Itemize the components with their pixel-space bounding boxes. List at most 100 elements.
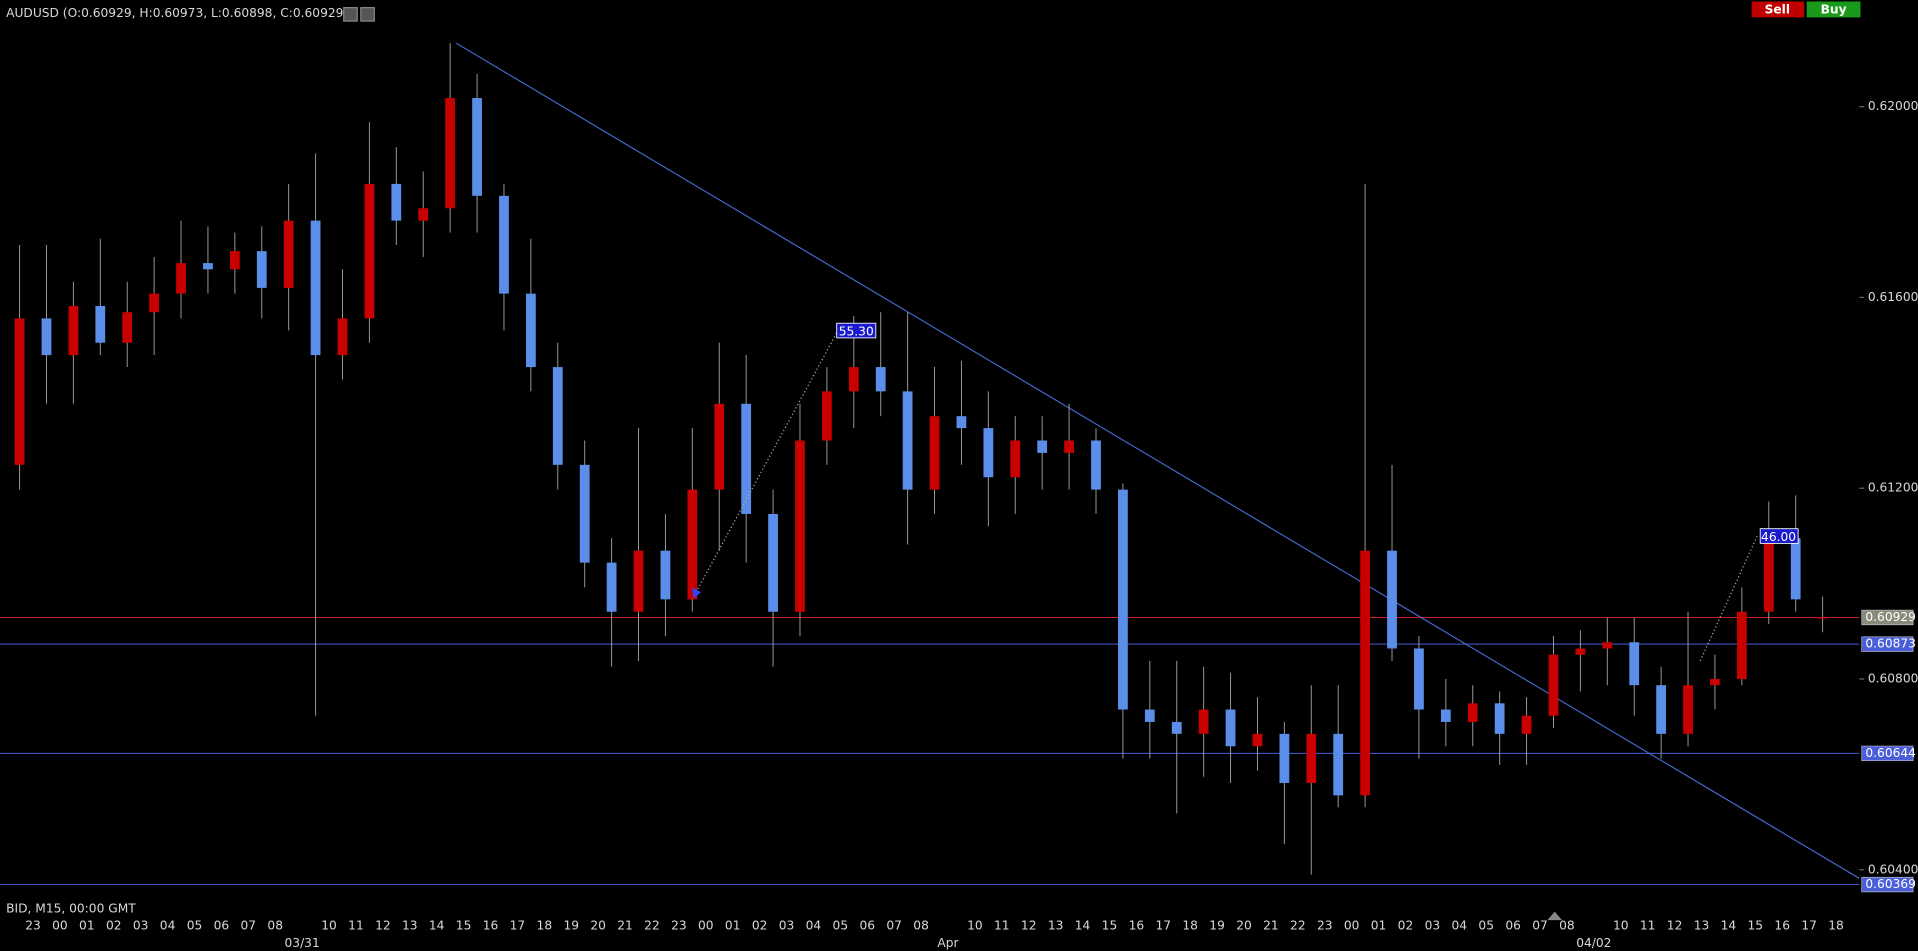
x-tick-label: 00 [52,919,68,933]
settings-icon[interactable] [343,7,358,22]
x-tick-label: 22 [1290,919,1306,933]
x-tick-label: 12 [1667,919,1683,933]
sell-button[interactable]: Sell [1751,1,1805,18]
x-tick-label: 04 [160,919,176,933]
x-tick-label: 01 [79,919,95,933]
candle-body [1037,440,1048,453]
measure-label: 55.30 [839,324,874,338]
candle-body [1494,703,1505,734]
x-tick-label: 02 [752,919,768,933]
candle-body [1575,648,1586,655]
measure-arrow [692,587,701,599]
candle-body [1656,685,1667,734]
candle-body [68,306,79,356]
x-tick-label: 20 [1236,919,1252,933]
x-tick-label: 23 [671,919,687,933]
candle-body [1629,642,1640,686]
x-tick-label: 16 [1129,919,1145,933]
x-tick-label: 05 [187,919,203,933]
buy-button-bg[interactable] [1806,1,1861,18]
x-tick-label: 14 [429,919,445,933]
y-tick-label: 0.61600 [1868,290,1918,304]
x-tick-label: 21 [617,919,633,933]
x-tick-label: 10 [967,919,983,933]
candle-body [229,251,240,270]
x-tick-label: 00 [698,919,714,933]
x-tick-label: 08 [913,919,929,933]
candle-body [1279,733,1290,783]
candle-body [875,367,886,392]
candle-body [929,416,940,490]
price-label: 0.60873 [1865,637,1916,651]
candle-body [1360,550,1370,796]
x-tick-label: 13 [1694,919,1710,933]
scroll-marker [1547,911,1563,921]
candle-body [391,183,402,221]
x-tick-label: 05 [833,919,849,933]
buy-button[interactable]: Buy [1806,1,1861,18]
x-tick-label: 06 [214,919,230,933]
measure-label: 46.00 [1761,530,1796,544]
candle-body [41,318,52,356]
candle-body [1736,611,1747,679]
x-tick-label: 20 [590,919,606,933]
candle-body [445,98,456,209]
price-label-bg [1861,876,1914,893]
sell-label[interactable]: Sell [1765,3,1790,17]
candle-body [902,391,913,490]
x-tick-label: 04 [806,919,822,933]
x-tick-label: 06 [859,919,875,933]
candle-body [1467,703,1478,722]
candle-body [1790,538,1801,600]
x-tick-label: 08 [267,919,283,933]
measure-box [1759,528,1799,544]
candle-body [418,208,429,221]
x-tick-label: 05 [1478,919,1494,933]
price-label-bg [1861,609,1914,626]
sell-button-bg[interactable] [1751,1,1805,18]
buy-label[interactable]: Buy [1821,3,1847,17]
x-tick-label: 02 [1398,919,1414,933]
candle-body [176,263,186,294]
candle-body [1010,440,1021,478]
x-tick-label: 15 [1748,919,1764,933]
x-tick-label: 07 [1532,919,1548,933]
candle-body [122,312,133,343]
x-tick-label: 11 [1640,919,1656,933]
x-tick-label: 11 [348,919,364,933]
candle-body [1198,709,1209,734]
candle-body [741,403,752,514]
candle-body [714,403,725,490]
candle-body [364,183,375,319]
price-label: 0.60929 [1865,610,1916,624]
candle-body [1548,654,1559,716]
x-tick-label: 17 [1801,919,1817,933]
settings-icon[interactable] [360,7,375,22]
candle-body [687,489,698,600]
x-tick-label: 18 [1182,919,1198,933]
candle-body [660,550,671,600]
trendline [455,42,1860,879]
candle-body [1064,440,1074,453]
candle-body [1521,715,1532,734]
x-tick-label: 04 [1452,919,1468,933]
x-tick-label: 10 [1613,919,1629,933]
candle-body [1387,550,1397,649]
x-tick-label: 16 [1774,919,1790,933]
x-tick-label: 14 [1721,919,1737,933]
candle-body [822,391,832,441]
candle-body [768,513,778,612]
candle-body [499,195,509,294]
measure-box [836,322,877,339]
candle-body [552,367,563,465]
chart-title: AUDUSD (O:0.60929, H:0.60973, L:0.60898,… [6,6,348,20]
candle-body [1333,733,1344,796]
candle-body [1118,489,1128,710]
price-label-bg [1861,636,1914,652]
candle-body [1252,733,1263,747]
price-label-bg [1861,745,1914,762]
candle-body [1440,709,1451,722]
